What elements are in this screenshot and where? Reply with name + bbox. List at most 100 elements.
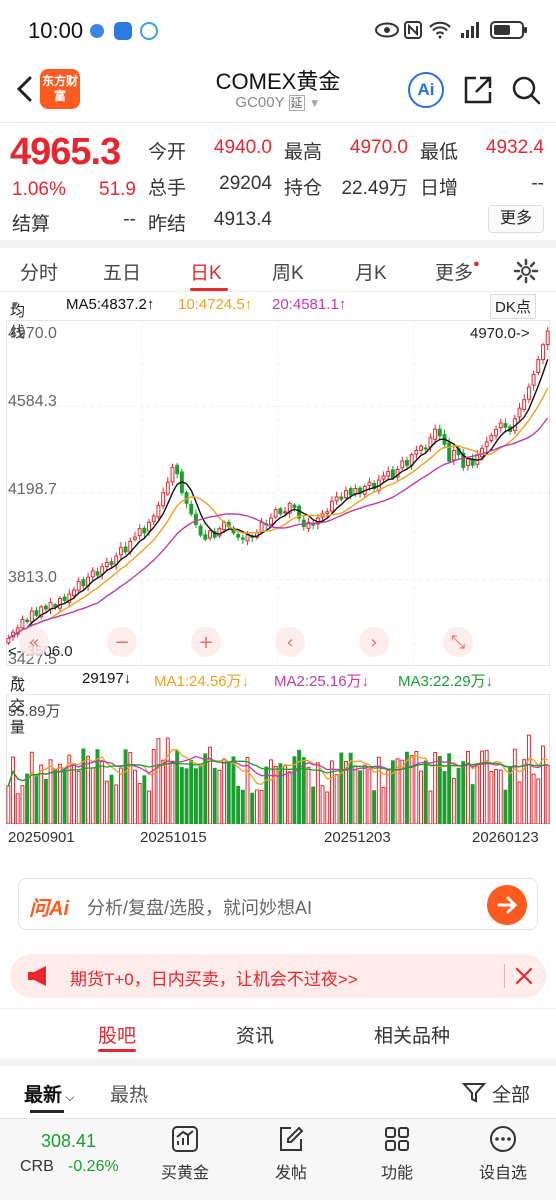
functions-button[interactable]: 功能 bbox=[352, 1119, 442, 1200]
chart-nav-button[interactable] bbox=[443, 627, 473, 657]
candlestick-chart[interactable]: 4970.04584.34198.73813.03427.54970.0-><-… bbox=[6, 320, 550, 666]
volume-bar-up bbox=[39, 764, 44, 824]
promo-banner[interactable]: 期货T+0，日内买卖，让机会不过夜>> bbox=[10, 954, 546, 998]
candle-up bbox=[400, 460, 405, 469]
candle-up bbox=[39, 606, 44, 618]
candle-up bbox=[165, 481, 170, 495]
bottom-bar: 308.41 CRB -0.26% 买黄金 发帖 功能 设自选 bbox=[0, 1118, 556, 1200]
buy-gold-label: 买黄金 bbox=[160, 1165, 209, 1182]
page-title: COMEX黄金 bbox=[215, 69, 341, 94]
chart-icon bbox=[172, 1126, 198, 1152]
candle-up bbox=[419, 445, 423, 451]
sort-latest[interactable]: 最新 ⌵ bbox=[24, 1080, 74, 1107]
volume-bar-up bbox=[165, 737, 170, 824]
volume-bar-up bbox=[20, 785, 25, 824]
candle-up bbox=[494, 428, 499, 437]
post-button[interactable]: 发帖 bbox=[246, 1119, 336, 1200]
candle-down bbox=[461, 452, 466, 468]
close-icon[interactable] bbox=[514, 966, 534, 986]
volume-bar-down bbox=[250, 792, 255, 824]
volume-bar-up bbox=[484, 749, 489, 824]
back-chevron-icon[interactable] bbox=[10, 74, 40, 104]
tab-intraday[interactable]: 分时 bbox=[20, 263, 59, 284]
sort-hottest[interactable]: 最热 bbox=[110, 1085, 149, 1106]
add-watchlist-button[interactable]: 设自选 bbox=[458, 1119, 548, 1200]
candle-down bbox=[212, 531, 217, 538]
settle-label: 结算 bbox=[12, 214, 51, 235]
candle-down bbox=[447, 442, 452, 462]
search-icon[interactable] bbox=[510, 74, 542, 106]
candle-up bbox=[381, 475, 386, 480]
volume-bar-up bbox=[381, 787, 386, 824]
dk-point-button[interactable]: DK点 bbox=[490, 294, 536, 319]
volume-bar-down bbox=[311, 786, 316, 824]
chart-nav-button[interactable] bbox=[191, 627, 221, 657]
volume-bar-up bbox=[151, 748, 156, 824]
filter-all[interactable]: 全部 bbox=[492, 1085, 531, 1106]
volume-bar-down bbox=[184, 768, 189, 824]
volume-bar-up bbox=[161, 759, 166, 824]
tab-daily-k[interactable]: 日K bbox=[190, 263, 222, 284]
gear-icon[interactable] bbox=[513, 258, 539, 284]
tab-monthly-k[interactable]: 月K bbox=[355, 263, 387, 284]
tab-five-day[interactable]: 五日 bbox=[103, 263, 142, 284]
high-label: 最高 bbox=[284, 142, 323, 163]
candle-up bbox=[329, 500, 334, 512]
volume-chart[interactable]: 55.89万 bbox=[6, 694, 550, 824]
edit-icon bbox=[280, 1126, 304, 1151]
volume-bar-down bbox=[226, 762, 231, 824]
ai-input-placeholder[interactable]: 分析/复盘/选股，就问妙想AI bbox=[87, 898, 313, 918]
volume-bar-up bbox=[6, 785, 11, 824]
instrument-code[interactable]: GC00Y 延 ▼ bbox=[0, 94, 556, 111]
volume-bar-down bbox=[95, 749, 100, 824]
ai-ask-box[interactable]: 问Ai 分析/复盘/选股，就问妙想AI bbox=[18, 878, 538, 930]
volume-bar-down bbox=[123, 749, 128, 824]
volume-bar-down bbox=[390, 760, 395, 824]
tab-more[interactable]: 更多● bbox=[435, 258, 480, 285]
chart-nav-button[interactable] bbox=[19, 627, 49, 657]
delay-badge: 延 bbox=[288, 95, 305, 111]
eye-icon bbox=[375, 22, 399, 38]
candle-up bbox=[526, 386, 531, 400]
candle-down bbox=[423, 447, 428, 450]
ticker-value: 308.41 bbox=[40, 1131, 96, 1151]
volume-bar-up bbox=[545, 764, 550, 824]
candle-up bbox=[208, 530, 212, 539]
chart-nav-button[interactable] bbox=[359, 627, 389, 657]
volume-bar-up bbox=[386, 769, 391, 824]
tab-weekly-k[interactable]: 周K bbox=[272, 263, 304, 284]
volume-bar-down bbox=[25, 773, 30, 824]
candle-up bbox=[100, 566, 105, 575]
volume-bar-up bbox=[11, 756, 15, 824]
share-icon[interactable] bbox=[462, 74, 494, 106]
ticker-widget[interactable]: 308.41 CRB -0.26% bbox=[20, 1131, 130, 1176]
tab-forum[interactable]: 股吧 bbox=[98, 1026, 137, 1047]
daily-increase-label: 日增 bbox=[420, 178, 459, 199]
candle-up bbox=[72, 589, 76, 597]
volume-bar-down bbox=[109, 774, 114, 824]
volume-bar-up bbox=[72, 763, 76, 824]
ai-button[interactable]: Ai bbox=[408, 72, 444, 108]
daily-increase-value: -- bbox=[531, 173, 544, 194]
prev-settle-value: 4913.4 bbox=[213, 209, 272, 230]
chart-nav-button[interactable] bbox=[275, 627, 305, 657]
chart-nav-button[interactable] bbox=[107, 627, 137, 657]
buy-gold-button[interactable]: 买黄金 bbox=[140, 1119, 230, 1200]
more-quote-button[interactable]: 更多 bbox=[488, 205, 544, 233]
y-tick-label: 4198.7 bbox=[8, 481, 57, 498]
ai-send-arrow-icon[interactable] bbox=[487, 885, 527, 925]
tab-related[interactable]: 相关品种 bbox=[374, 1026, 451, 1047]
sort-latest-label: 最新 bbox=[24, 1085, 63, 1106]
candle-up bbox=[531, 373, 536, 386]
candle-up bbox=[269, 517, 273, 525]
volume-bar-down bbox=[405, 751, 409, 824]
volume-bar-up bbox=[329, 760, 334, 824]
volume-bar-up bbox=[128, 752, 133, 824]
candle-down bbox=[53, 604, 58, 608]
x-axis-dates: 20250901 20251015 20251203 20260123 bbox=[0, 826, 556, 852]
tab-news[interactable]: 资讯 bbox=[236, 1026, 275, 1047]
status-bar: 10:00 bbox=[0, 0, 556, 62]
volume-bar-up bbox=[344, 760, 348, 824]
filter-icon[interactable] bbox=[462, 1082, 486, 1104]
promo-text: 期货T+0，日内买卖，让机会不过夜>> bbox=[70, 970, 358, 989]
